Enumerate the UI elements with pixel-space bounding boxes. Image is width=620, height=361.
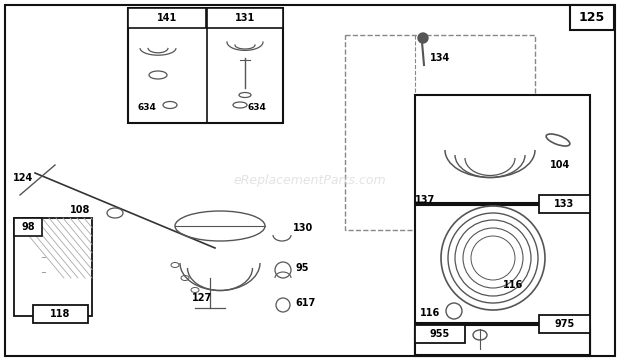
Bar [415, 325, 590, 355]
Text: 124: 124 [13, 173, 33, 183]
Bar [539, 195, 590, 213]
Text: 975: 975 [554, 319, 575, 329]
Text: 955: 955 [430, 329, 450, 339]
Text: 118: 118 [50, 309, 71, 319]
Text: 104: 104 [550, 160, 570, 170]
Text: 116: 116 [503, 280, 523, 290]
Bar [345, 35, 535, 230]
Text: 116: 116 [420, 308, 440, 318]
Bar [14, 218, 92, 316]
Text: 617: 617 [295, 298, 315, 308]
Bar [415, 295, 590, 355]
Bar [415, 328, 590, 356]
Text: 95: 95 [295, 263, 309, 273]
Text: ~: ~ [40, 255, 46, 261]
Text: 130: 130 [293, 223, 313, 233]
Text: 133: 133 [554, 199, 575, 209]
Bar [415, 325, 465, 343]
Bar [415, 323, 590, 356]
Circle shape [418, 33, 428, 43]
Bar [14, 218, 42, 236]
Text: 98: 98 [21, 222, 35, 232]
Text: 125: 125 [579, 11, 605, 24]
Text: 634: 634 [138, 104, 157, 113]
Bar [570, 5, 614, 30]
Text: 131: 131 [235, 13, 255, 23]
Text: 137: 137 [415, 195, 435, 205]
Bar [207, 8, 283, 28]
Text: 134: 134 [430, 53, 450, 63]
Text: 127: 127 [192, 293, 212, 303]
Text: 141: 141 [157, 13, 177, 23]
Bar [539, 315, 590, 333]
Bar [415, 95, 590, 203]
Text: 108: 108 [70, 205, 91, 215]
Bar [128, 8, 206, 28]
Bar [33, 305, 88, 323]
Text: ~: ~ [40, 270, 46, 276]
Text: eReplacementParts.com: eReplacementParts.com [234, 174, 386, 187]
Text: 634: 634 [248, 104, 267, 113]
Bar [128, 8, 283, 123]
Bar [415, 205, 590, 323]
